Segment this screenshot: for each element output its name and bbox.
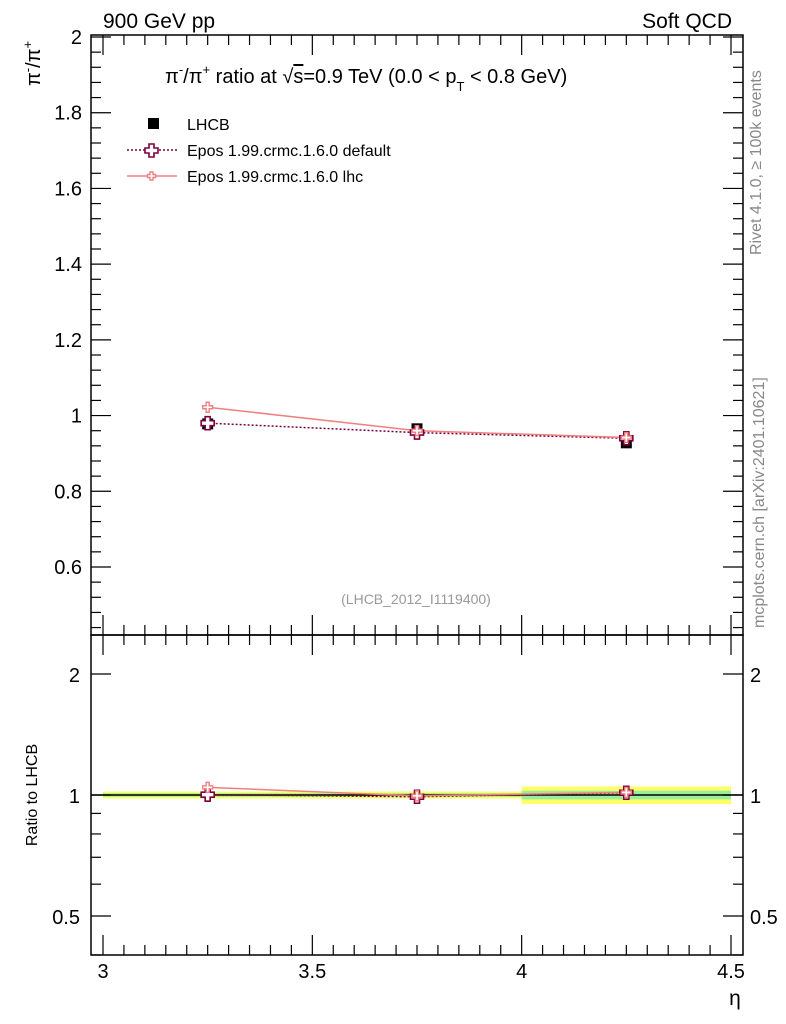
y-tick-label: 0.6 [54,557,82,579]
y-ticks: 0.6 0.8 1 1.2 1.4 1.6 1.8 2 [54,27,743,629]
analysis-id: (LHCB_2012_I1119400) [341,591,491,607]
y-tick-label: 2 [71,27,82,49]
legend-label-lhc: Epos 1.99.crmc.1.6.0 lhc [187,169,363,186]
rivet-version-label: Rivet 4.1.0, ≥ 100k events [748,70,765,255]
mcplots-label: mcplots.cern.ch [arXiv:2401.10621] [751,377,768,628]
x-tick-label: 4 [516,961,527,983]
x-tick-label: 3.5 [298,961,326,983]
ratio-y-tick-label: 1 [69,786,80,808]
y-tick-label: 1.8 [54,103,82,125]
y-tick-label: 1.4 [54,254,82,276]
ratio-marker-2 [201,781,214,794]
ratio-marker-1 [200,787,215,802]
legend-label-default: Epos 1.99.crmc.1.6.0 default [187,143,391,160]
y-tick-label: 0.8 [54,481,82,503]
legend: LHCB Epos 1.99.crmc.1.6.0 default Epos 1… [127,117,391,186]
y-tick-label: 1.2 [54,330,82,352]
ratio-y-tick-label: 2 [69,665,80,687]
ratio-y-axis-label: Ratio to LHCB [24,744,41,846]
series-marker-2 [620,431,633,444]
legend-marker-lhcb [148,118,159,129]
x-axis-label: η [729,987,741,1010]
ratio-marker-2 [620,786,633,799]
series-marker-2 [201,401,214,413]
header-right: Soft QCD [642,10,732,33]
ratio-marker-2 [411,790,423,802]
ratio-y-tick-label-right: 2 [750,665,761,687]
ratio-markers [200,781,634,805]
legend-marker-lhc [146,171,157,181]
ratio-y-ticks: 0.5 0.5 1 1 2 2 [52,665,778,956]
x-tick-label: 4.5 [717,961,745,983]
series-marker-2 [411,425,423,437]
header-left: 900 GeV pp [103,10,215,33]
series-marker-1 [200,415,215,431]
y-axis-label: π-/π+ [20,41,45,86]
legend-marker-default [144,143,159,158]
ratio-y-tick-label-right: 0.5 [750,907,778,929]
series-markers [200,401,634,446]
chart-title: π-/π+ ratio at √s=0.9 TeV (0.0 < pT < 0.… [165,62,567,94]
y-tick-label: 1 [71,406,82,428]
legend-label-lhcb: LHCB [187,117,230,134]
ratio-y-tick-label: 0.5 [52,907,80,929]
ratio-y-tick-label-right: 1 [750,786,761,808]
x-tick-label: 3 [97,961,108,983]
x-ticks: 3 3.5 4 4.5 [97,35,745,983]
y-tick-label: 1.6 [54,178,82,200]
